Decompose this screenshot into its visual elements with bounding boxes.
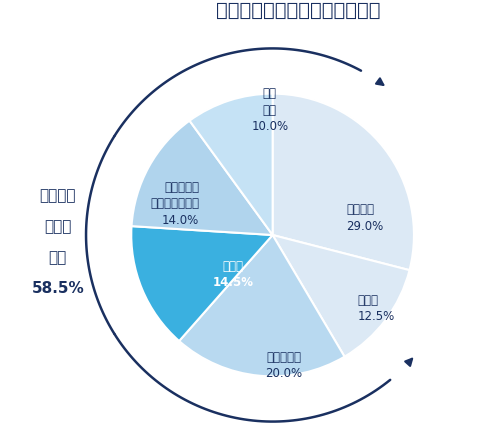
Text: ハーバード大学基金の資産配分: ハーバード大学基金の資産配分 [216,1,380,20]
Text: 資産: 資産 [48,250,67,265]
Wedge shape [272,235,409,357]
Wedge shape [179,235,344,377]
Text: 絶対収益型
ヘッジファンド
14.0%: 絶対収益型 ヘッジファンド 14.0% [150,181,199,227]
Text: ティブ: ティブ [44,219,72,234]
Text: 天然
資源
10.0%: 天然 資源 10.0% [251,87,288,133]
Text: オルタナ: オルタナ [40,188,76,203]
Text: 不動産
14.5%: 不動産 14.5% [212,260,254,289]
Wedge shape [132,120,272,235]
Text: 債券等
12.5%: 債券等 12.5% [358,294,395,323]
Wedge shape [190,93,272,235]
Text: 58.5%: 58.5% [32,281,84,296]
Wedge shape [272,93,414,270]
Text: 未上場株式
20.0%: 未上場株式 20.0% [266,351,302,381]
Text: 上場株式
29.0%: 上場株式 29.0% [346,203,384,233]
Wedge shape [132,226,272,341]
